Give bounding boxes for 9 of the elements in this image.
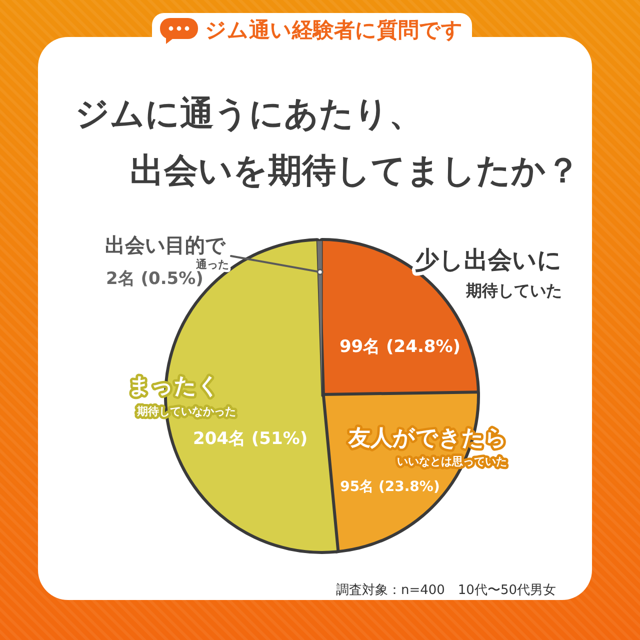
chart-title: ジムに通うにあたり、出会いを期待してましたか？	[75, 94, 580, 191]
text: 調査対象：n=400 10代〜50代男女	[336, 582, 556, 598]
data-label: 99名 (24.8%)	[339, 337, 461, 357]
chart-subtitle: ジム通い経験者に質問です	[205, 18, 463, 42]
slice-label: 出会い目的で通った	[105, 233, 229, 271]
data-label: 204名 (51%)	[193, 429, 308, 449]
data-label: 2名 (0.5%)	[106, 269, 204, 289]
data-label: 95名 (23.8%)	[340, 479, 440, 495]
slice-label: 少し出会いに期待していた	[415, 246, 562, 300]
